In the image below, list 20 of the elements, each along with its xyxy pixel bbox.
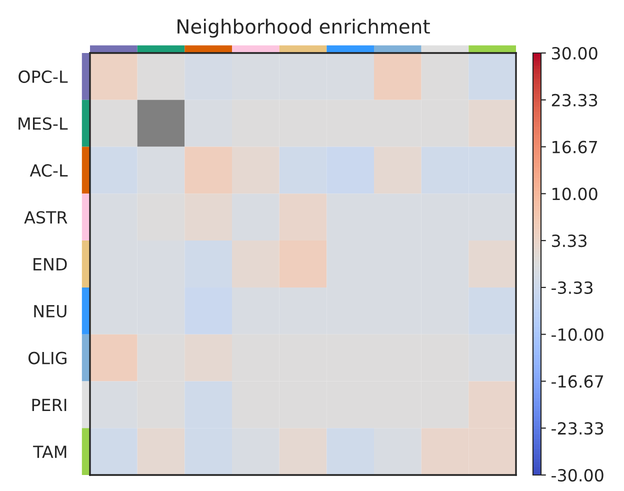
- color-bar-label: 10.00: [552, 188, 598, 200]
- y-tick-label: PERI: [32, 398, 66, 411]
- color-bar-label: 23.33: [552, 94, 598, 106]
- color-bar-label: 3.33: [552, 234, 586, 248]
- y-tick-label: TAM: [33, 446, 66, 458]
- y-tick-label: ASTR: [24, 211, 68, 224]
- y-tick-label: OPC-L: [18, 70, 68, 84]
- color-bar-label: -16.67: [552, 375, 604, 388]
- y-tick-label: NEU: [34, 305, 66, 318]
- y-tick-label: AC-L: [30, 164, 68, 177]
- y-tick-label: OLIG: [28, 352, 66, 364]
- color-bar-label: -3.33: [552, 281, 593, 294]
- color-bar-label: -10.00: [552, 328, 604, 341]
- color-bar-label: -30.00: [552, 468, 604, 482]
- color-bar-label: -23.33: [552, 422, 604, 435]
- chart-title: Neighborhood enrichment: [178, 18, 430, 38]
- color-bar-label: 16.67: [552, 140, 598, 154]
- color-bar-label: 30.00: [552, 46, 598, 60]
- y-tick-label: MES-L: [18, 117, 68, 130]
- y-tick-label: END: [34, 258, 67, 270]
